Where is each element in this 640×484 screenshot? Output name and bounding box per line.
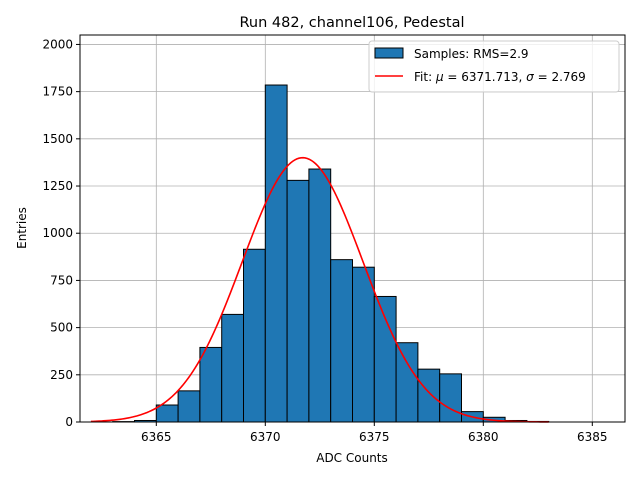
legend-sigma-value: = 2.769 — [534, 70, 586, 84]
histogram-bar — [440, 374, 462, 422]
legend: Samples: RMS=2.9 Fit: μ = 6371.713, σ = … — [369, 41, 619, 92]
histogram-bar — [222, 314, 244, 422]
legend-hist-label: Samples: RMS=2.9 — [414, 47, 529, 61]
x-tick-label: 6365 — [141, 430, 172, 444]
legend-mu-symbol: μ — [435, 70, 444, 84]
y-tick-label: 750 — [50, 273, 73, 287]
y-axis-label: Entries — [15, 207, 29, 249]
x-tick-label: 6380 — [468, 430, 499, 444]
legend-fit-label: Fit: μ = 6371.713, σ = 2.769 — [414, 70, 586, 84]
x-tick-label: 6385 — [577, 430, 608, 444]
y-tick-label: 1500 — [42, 132, 73, 146]
histogram-bar — [178, 391, 200, 422]
x-axis-label: ADC Counts — [316, 451, 388, 465]
y-tick-label: 250 — [50, 368, 73, 382]
histogram-bar — [200, 347, 222, 422]
histogram-bar — [287, 180, 309, 422]
histogram-bar — [156, 405, 178, 422]
y-tick-label: 0 — [65, 415, 73, 429]
histogram-bar — [265, 85, 287, 422]
legend-hist-swatch — [375, 48, 403, 58]
histogram-bar — [331, 260, 353, 422]
y-tick-label: 500 — [50, 321, 73, 335]
histogram-bar — [396, 343, 418, 422]
x-tick-label: 6370 — [250, 430, 281, 444]
histogram-bar — [418, 369, 440, 422]
chart-title: Run 482, channel106, Pedestal — [239, 15, 464, 31]
x-tick-label: 6375 — [359, 430, 390, 444]
histogram-bar — [353, 267, 375, 422]
y-tick-label: 1750 — [42, 85, 73, 99]
legend-fit-prefix: Fit: — [414, 70, 436, 84]
y-tick-label: 2000 — [42, 37, 73, 51]
histogram-bar — [309, 169, 331, 422]
y-tick-label: 1000 — [42, 226, 73, 240]
y-tick-label: 1250 — [42, 179, 73, 193]
histogram-bar — [374, 296, 396, 422]
legend-mu-value: = 6371.713, — [444, 70, 527, 84]
histogram-bar — [244, 249, 266, 422]
